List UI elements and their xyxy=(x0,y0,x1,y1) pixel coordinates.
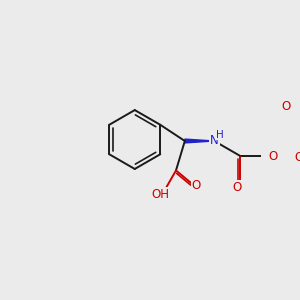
Text: H: H xyxy=(216,130,224,140)
Text: O: O xyxy=(281,100,290,113)
Text: O: O xyxy=(232,181,242,194)
Text: O: O xyxy=(192,179,201,192)
Text: N: N xyxy=(210,134,219,148)
Text: O: O xyxy=(268,150,277,163)
Polygon shape xyxy=(185,139,214,143)
Text: O: O xyxy=(294,151,300,164)
Text: OH: OH xyxy=(151,188,169,201)
